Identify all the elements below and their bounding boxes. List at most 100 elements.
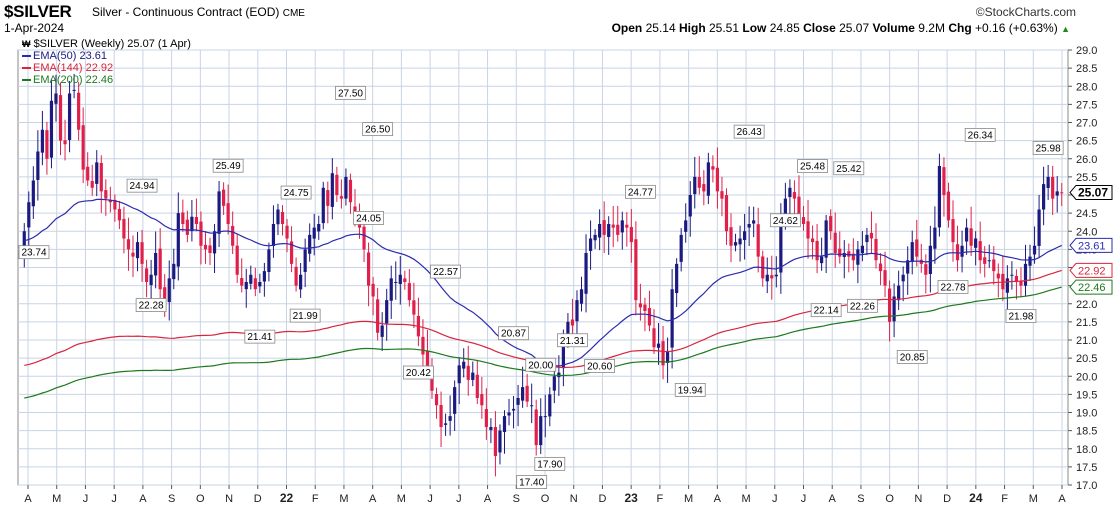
candle-body bbox=[289, 241, 294, 264]
x-tick-label: J bbox=[772, 493, 778, 505]
candle-body bbox=[344, 176, 348, 199]
candle-body bbox=[244, 282, 248, 290]
candle-body bbox=[602, 220, 606, 235]
candle-body bbox=[86, 166, 90, 181]
candle-body bbox=[149, 274, 153, 286]
price-callout-box bbox=[810, 303, 842, 318]
candle-body bbox=[317, 224, 321, 232]
y-tick-label: 19.5 bbox=[1076, 389, 1097, 401]
x-tick-label: M bbox=[52, 493, 61, 505]
candle-body bbox=[1055, 191, 1059, 196]
candle-body bbox=[54, 93, 58, 104]
price-callout-box bbox=[733, 124, 765, 139]
price-callout-box bbox=[135, 298, 167, 313]
candle-body bbox=[1032, 245, 1037, 255]
price-callout-label: 22.57 bbox=[433, 267, 458, 278]
candle-body bbox=[579, 289, 584, 304]
price-callout-label: 25.48 bbox=[800, 162, 825, 173]
candle-body bbox=[815, 240, 819, 261]
price-callout-box bbox=[625, 184, 656, 199]
price-callout-label: 20.87 bbox=[501, 329, 526, 340]
candle-body bbox=[249, 274, 253, 284]
candle-body bbox=[90, 181, 94, 188]
candle-body bbox=[516, 398, 520, 405]
price-callout-box bbox=[769, 213, 801, 228]
y-tick-label: 21.5 bbox=[1076, 317, 1097, 329]
price-tag-label: 23.61 bbox=[1078, 240, 1106, 252]
legend-ema200: EMA(200) 22.46 bbox=[22, 74, 191, 86]
price-callout-label: 23.74 bbox=[21, 248, 46, 259]
price-callout-label: 26.50 bbox=[365, 125, 390, 136]
x-tick-label: M bbox=[1029, 493, 1038, 505]
y-tick-label: 19.0 bbox=[1076, 408, 1097, 420]
candle-body bbox=[969, 228, 973, 246]
candle-body bbox=[144, 268, 149, 282]
candle-body bbox=[208, 245, 212, 253]
candle-body bbox=[634, 239, 638, 301]
candle-body bbox=[217, 191, 221, 234]
x-tick-label: A bbox=[1058, 493, 1066, 505]
price-callout-box bbox=[18, 245, 50, 260]
candle-body bbox=[95, 162, 99, 184]
candle-body bbox=[697, 177, 701, 188]
x-tick-label: O bbox=[541, 493, 550, 505]
candle-body bbox=[158, 248, 162, 290]
ohlc-summary: Open 25.14 High 25.51 Low 24.85 Close 25… bbox=[611, 21, 1070, 35]
price-callout-box bbox=[430, 264, 461, 279]
candle-body bbox=[711, 166, 715, 170]
y-tick-label: 24.5 bbox=[1076, 208, 1097, 220]
y-tick-label: 28.5 bbox=[1076, 63, 1097, 75]
price-tag-label: 22.92 bbox=[1078, 265, 1106, 277]
candle-body bbox=[394, 282, 398, 283]
price-callout-box bbox=[289, 308, 321, 323]
candle-body bbox=[937, 166, 942, 228]
candle-body bbox=[964, 227, 969, 242]
candle-body bbox=[77, 92, 81, 130]
x-tick-label: S bbox=[857, 493, 864, 505]
x-tick-label: D bbox=[254, 493, 262, 505]
candle-body bbox=[484, 409, 488, 427]
y-tick-label: 22.0 bbox=[1076, 299, 1097, 311]
x-tick-label: J bbox=[83, 493, 89, 505]
candle-body bbox=[783, 198, 787, 217]
candle-body bbox=[194, 217, 199, 224]
candle-body bbox=[330, 173, 334, 207]
candle-body bbox=[457, 365, 461, 384]
price-tag bbox=[1069, 262, 1113, 278]
candle-body bbox=[240, 277, 244, 286]
candle-body bbox=[262, 271, 266, 282]
candle-body bbox=[321, 187, 325, 224]
candle-body bbox=[258, 282, 262, 287]
candle-body bbox=[566, 321, 570, 343]
candle-body bbox=[743, 231, 747, 241]
candle-body bbox=[117, 208, 122, 221]
x-tick-label: A bbox=[139, 493, 147, 505]
price-callout-box bbox=[362, 122, 394, 137]
candle-body bbox=[475, 374, 479, 398]
candle-body bbox=[199, 221, 203, 246]
candle-body bbox=[774, 274, 778, 277]
candle-body bbox=[453, 387, 457, 414]
candle-body bbox=[67, 93, 72, 140]
x-tick-label: A bbox=[369, 493, 377, 505]
price-tag bbox=[1069, 279, 1113, 295]
price-callout-label: 26.34 bbox=[968, 130, 993, 141]
candle-body bbox=[715, 167, 720, 192]
candle-body bbox=[22, 231, 26, 246]
price-callout-label: 24.05 bbox=[356, 213, 381, 224]
x-tick-label: J bbox=[456, 493, 462, 505]
price-callout-label: 20.42 bbox=[406, 368, 431, 379]
y-tick-label: 26.0 bbox=[1076, 154, 1097, 166]
candle-body bbox=[294, 266, 298, 286]
price-callout-label: 24.75 bbox=[284, 188, 309, 199]
candle-body bbox=[253, 278, 257, 290]
chart-legend: ₩ $SILVER (Weekly) 25.07 (1 Apr) EMA(50)… bbox=[22, 38, 191, 86]
candle-body bbox=[389, 278, 393, 301]
candle-body bbox=[40, 129, 44, 153]
price-callout-label: 25.49 bbox=[216, 161, 241, 172]
price-callout-box bbox=[126, 178, 158, 193]
candle-body bbox=[1014, 275, 1019, 282]
candle-body bbox=[126, 239, 131, 250]
y-tick-label: 20.5 bbox=[1076, 353, 1097, 365]
candle-body bbox=[362, 226, 366, 250]
